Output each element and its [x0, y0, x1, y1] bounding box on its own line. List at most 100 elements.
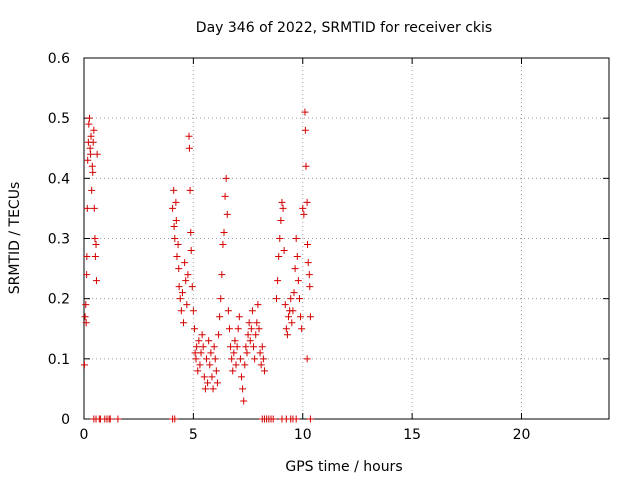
y-tick-label: 0.2 [48, 292, 70, 308]
data-point [283, 331, 291, 339]
data-point [220, 228, 228, 236]
data-point-zero [106, 415, 114, 423]
data-point [175, 283, 183, 291]
data-point [87, 132, 95, 140]
data-point [225, 325, 233, 333]
data-point [251, 355, 259, 363]
data-point [190, 325, 198, 333]
data-point [183, 301, 191, 309]
data-point [306, 283, 314, 291]
y-tick-label: 0.5 [48, 111, 70, 127]
data-point [209, 385, 217, 393]
data-point [198, 331, 206, 339]
data-point [83, 204, 91, 212]
data-point [193, 343, 201, 351]
data-point [195, 337, 203, 345]
data-point [289, 307, 297, 315]
y-tick-label: 0.3 [48, 232, 70, 248]
data-point [274, 277, 282, 285]
data-point [85, 114, 93, 122]
data-point [187, 247, 195, 255]
data-point [234, 325, 242, 333]
data-point [230, 349, 238, 357]
data-point [92, 277, 100, 285]
data-point [231, 337, 239, 345]
data-point [300, 210, 308, 218]
data-point [186, 186, 194, 194]
data-point [277, 216, 285, 224]
data-point-zero [114, 415, 122, 423]
x-tick-label: 0 [80, 427, 89, 443]
data-point [229, 367, 237, 375]
data-point [298, 325, 306, 333]
data-point [255, 325, 263, 333]
data-point [169, 204, 177, 212]
data-point [194, 367, 202, 375]
data-point [235, 313, 243, 321]
data-point [180, 319, 188, 327]
data-point [172, 216, 180, 224]
data-point [82, 301, 90, 309]
data-point [189, 307, 197, 315]
data-point [233, 343, 241, 351]
data-point [174, 241, 182, 249]
data-point [273, 295, 280, 303]
data-point [218, 271, 226, 279]
data-point [176, 295, 184, 303]
data-point [260, 367, 268, 375]
data-points [80, 108, 314, 423]
data-point [80, 361, 88, 369]
data-point [239, 385, 247, 393]
data-point [182, 277, 190, 285]
data-point-zero [269, 415, 277, 423]
data-point [177, 307, 185, 315]
data-point [203, 355, 210, 363]
data-point [89, 168, 97, 176]
data-point [90, 126, 98, 134]
data-point [213, 379, 221, 387]
x-tick-label: 10 [294, 427, 312, 443]
data-point [170, 186, 178, 194]
data-point [200, 373, 208, 381]
data-point [192, 355, 200, 363]
data-point [215, 331, 223, 339]
data-point [181, 259, 189, 267]
data-point [282, 325, 290, 333]
data-point [224, 307, 232, 315]
data-point [227, 343, 235, 351]
data-point [258, 343, 266, 351]
data-point [292, 235, 300, 242]
data-point [197, 349, 205, 357]
x-tick-label: 15 [403, 427, 421, 443]
data-point [199, 343, 207, 351]
data-point [304, 241, 312, 249]
data-point [259, 355, 267, 363]
data-point [221, 192, 229, 200]
data-point [88, 162, 96, 170]
data-point [228, 355, 236, 363]
data-point [244, 331, 252, 339]
data-point [196, 361, 204, 369]
data-point-zero [171, 415, 179, 423]
data-point [92, 241, 100, 249]
data-point-zero [306, 415, 314, 423]
data-point [191, 349, 199, 357]
y-tick-label: 0.6 [48, 51, 70, 67]
data-point [278, 198, 286, 206]
data-point [236, 355, 244, 363]
data-point [91, 235, 99, 242]
data-point [256, 349, 264, 357]
data-point [248, 307, 256, 315]
data-point [302, 162, 310, 170]
data-point [188, 283, 196, 291]
data-point [252, 331, 260, 339]
data-point [90, 204, 98, 212]
data-point [207, 349, 215, 357]
data-point [287, 295, 295, 303]
data-point [293, 253, 301, 261]
data-point [250, 343, 258, 351]
data-point [280, 247, 288, 255]
data-point [276, 235, 284, 242]
data-point [210, 343, 218, 351]
